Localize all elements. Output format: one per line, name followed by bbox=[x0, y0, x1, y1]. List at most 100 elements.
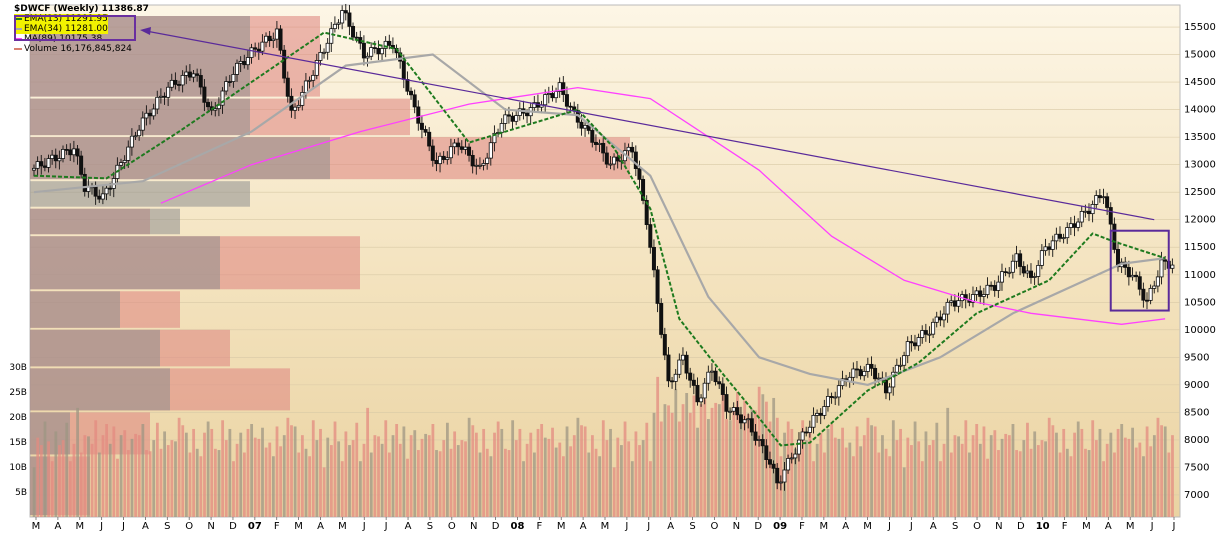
volume-bar bbox=[264, 447, 268, 517]
volume-bar bbox=[895, 440, 899, 517]
candle-body bbox=[981, 294, 986, 297]
volume-bar bbox=[97, 452, 101, 517]
volume-bar bbox=[456, 445, 460, 517]
candle-body bbox=[173, 79, 178, 85]
volume-bar bbox=[910, 445, 913, 517]
candle-body bbox=[996, 281, 1001, 291]
candle-body bbox=[532, 102, 537, 108]
volume-bar bbox=[420, 438, 424, 517]
volume-bar bbox=[250, 424, 254, 517]
volume-bar bbox=[195, 448, 199, 517]
candle-body bbox=[713, 370, 718, 383]
volume-bar bbox=[427, 435, 431, 517]
trend-arrowhead bbox=[140, 27, 151, 35]
candle-body bbox=[438, 155, 443, 165]
candle-body bbox=[351, 25, 356, 38]
volume-bar bbox=[794, 448, 797, 517]
candle-body bbox=[662, 334, 667, 356]
x-tick-label: A bbox=[580, 521, 587, 532]
volume-bar bbox=[1007, 435, 1011, 517]
candle-body bbox=[224, 81, 229, 92]
candle-body bbox=[430, 145, 435, 161]
volume-bar bbox=[1073, 432, 1076, 517]
candle-body bbox=[64, 148, 69, 151]
volume-bar bbox=[634, 431, 638, 517]
volume-bar bbox=[790, 428, 794, 517]
volume-bar bbox=[340, 461, 344, 517]
candle-body bbox=[104, 187, 109, 195]
x-tick-label: F bbox=[274, 521, 280, 532]
volume-bar bbox=[76, 407, 80, 517]
candle-body bbox=[1148, 287, 1153, 301]
x-tick-label: A bbox=[54, 521, 61, 532]
x-tick-label: M bbox=[338, 521, 347, 532]
candle-body bbox=[293, 106, 298, 111]
volume-tick-label: 25B bbox=[9, 388, 27, 398]
volume-bar bbox=[612, 467, 616, 517]
volume-bar bbox=[703, 399, 707, 517]
candle-body bbox=[811, 414, 816, 428]
volume-bar bbox=[39, 445, 43, 517]
volume-tick-label: 30B bbox=[9, 363, 27, 373]
volume-bar bbox=[1149, 446, 1153, 517]
volume-bar bbox=[239, 432, 243, 517]
volume-bar bbox=[424, 433, 428, 517]
volume-bar bbox=[710, 407, 714, 517]
volume-bar bbox=[949, 452, 953, 517]
candle-body bbox=[162, 95, 167, 98]
volume-bar bbox=[750, 409, 754, 517]
candle-body bbox=[612, 156, 617, 165]
volume-bar bbox=[920, 461, 924, 517]
volume-bar bbox=[982, 426, 986, 517]
candle-body bbox=[1025, 270, 1030, 274]
volume-bar bbox=[206, 421, 210, 517]
volume-bar bbox=[815, 443, 819, 517]
volume-bar bbox=[725, 419, 728, 517]
volume-bar bbox=[409, 435, 413, 517]
volume-profile-down bbox=[30, 208, 180, 235]
volume-bar bbox=[163, 431, 167, 517]
volume-bar bbox=[47, 441, 51, 517]
volume-bar bbox=[355, 422, 359, 517]
x-tick-label: 09 bbox=[773, 521, 787, 532]
volume-bar bbox=[714, 402, 718, 517]
candle-body bbox=[749, 418, 754, 433]
volume-bar bbox=[768, 421, 772, 517]
volume-bar bbox=[1113, 452, 1116, 517]
candle-body bbox=[1170, 264, 1175, 269]
volume-bar bbox=[141, 424, 145, 517]
volume-bar bbox=[1131, 427, 1134, 517]
candle-body bbox=[771, 463, 776, 469]
candle-body bbox=[1086, 210, 1091, 215]
volume-bar bbox=[79, 452, 83, 517]
candle-body bbox=[724, 394, 729, 412]
volume-bar bbox=[253, 437, 257, 517]
candle-body bbox=[133, 135, 138, 138]
volume-bar bbox=[504, 448, 507, 517]
candle-body bbox=[597, 142, 602, 145]
volume-bar bbox=[804, 440, 808, 517]
candle-body bbox=[786, 458, 791, 471]
volume-bar bbox=[1102, 461, 1105, 517]
candle-body bbox=[945, 301, 950, 315]
candle-body bbox=[412, 94, 417, 108]
volume-bar bbox=[1123, 437, 1127, 517]
volume-bar bbox=[329, 445, 333, 517]
volume-bar bbox=[1022, 440, 1026, 517]
volume-bar bbox=[261, 427, 264, 517]
volume-bar bbox=[68, 461, 72, 517]
candle-body bbox=[1144, 299, 1149, 302]
volume-bar bbox=[406, 458, 409, 517]
candle-body bbox=[608, 163, 613, 166]
volume-bar bbox=[155, 422, 159, 517]
volume-bar bbox=[145, 450, 148, 517]
volume-bar bbox=[551, 427, 554, 517]
volume-bar bbox=[337, 441, 341, 517]
candle-body bbox=[1163, 259, 1168, 262]
volume-bar bbox=[36, 437, 40, 517]
volume-bar bbox=[931, 440, 935, 517]
volume-bar bbox=[83, 435, 87, 517]
candle-body bbox=[557, 82, 562, 92]
volume-bar bbox=[268, 442, 272, 517]
x-tick-label: J bbox=[1150, 521, 1154, 532]
